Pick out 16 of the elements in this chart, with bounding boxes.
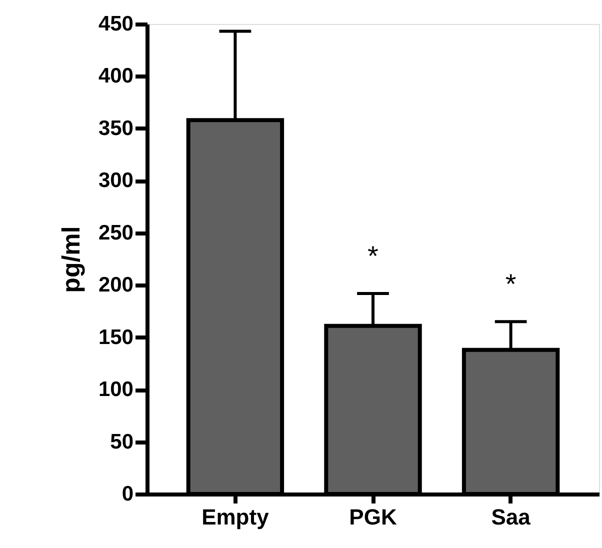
y-tick-label: 0 [122,482,134,506]
x-tick-label: PGK [349,504,397,530]
y-tick-label: 200 [98,274,134,297]
y-tick-label: 300 [98,169,134,192]
annotation: * [505,268,516,300]
y-axis-title: pg/ml [57,226,86,293]
annotation: * [368,240,379,272]
y-tick-label: 450 [98,12,134,36]
y-tick-label: 100 [98,378,134,402]
y-tick-label: 400 [98,64,134,88]
y-tick-label: 50 [110,430,134,454]
x-tick-label: Empty [202,504,270,530]
y-tick-label: 350 [98,116,134,140]
y-tick-label: 250 [98,221,134,244]
y-tick-label: 150 [98,326,134,349]
x-tick-label: Saa [491,504,532,530]
